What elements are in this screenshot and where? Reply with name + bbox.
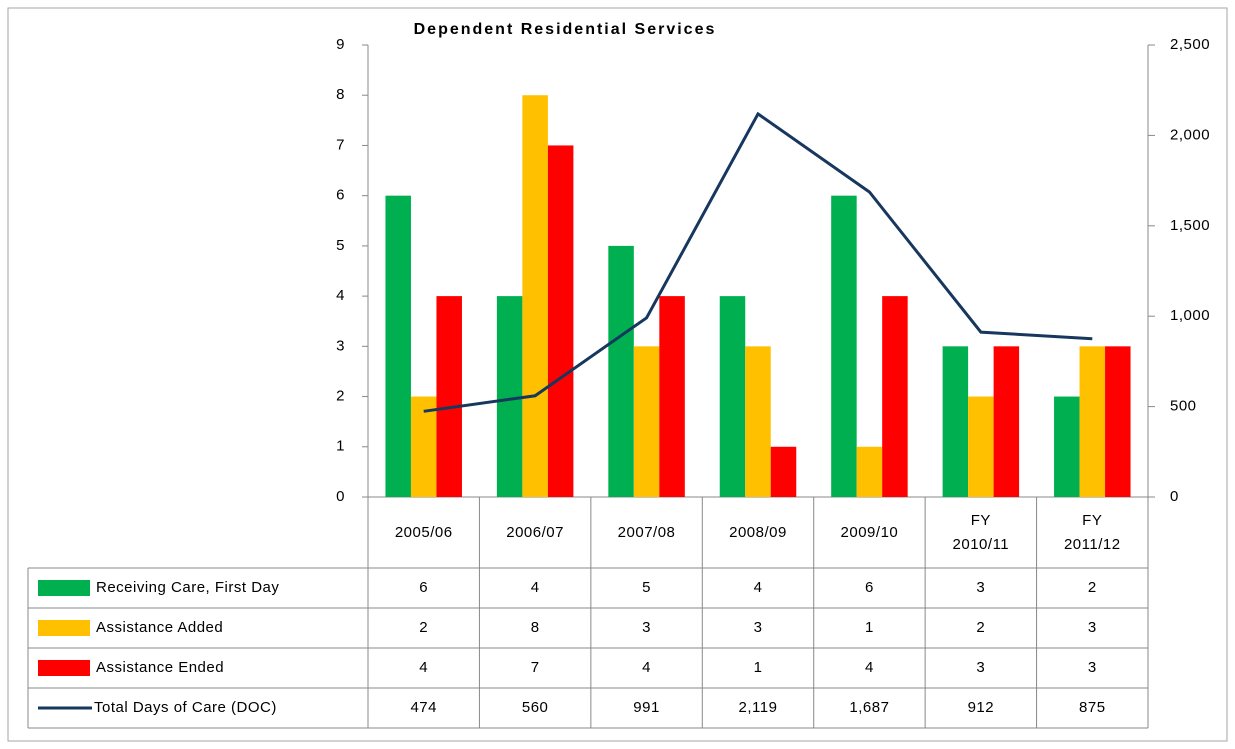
bar xyxy=(522,95,548,497)
x-tick-label: 2008/09 xyxy=(702,497,813,568)
table-value: 1,687 xyxy=(849,699,889,716)
y-tick-label: 8 xyxy=(336,86,345,103)
category: 2006/07 xyxy=(506,523,564,541)
bar xyxy=(410,396,437,497)
table-value: 5 xyxy=(642,579,651,596)
bar xyxy=(1079,346,1106,497)
y-tick-label: 2 xyxy=(336,388,345,405)
y-tick-label: 3 xyxy=(336,337,345,354)
x-tick-label: FY 2010/11 xyxy=(925,497,1036,568)
category: 2007/08 xyxy=(617,523,676,541)
table-value: 6 xyxy=(865,579,874,596)
table-value: 4 xyxy=(754,579,763,596)
legend-label: Total Days of Care (DOC) xyxy=(94,699,277,716)
bar xyxy=(831,195,857,497)
table-value: 3 xyxy=(754,619,763,636)
table-value: 2,119 xyxy=(739,699,778,716)
y-tick-label: 1 xyxy=(336,438,345,455)
bar xyxy=(968,396,994,497)
table-value: 2 xyxy=(419,619,428,636)
bar xyxy=(745,346,771,497)
category: 2008/09 xyxy=(729,523,787,541)
category: FY 2010/11 xyxy=(952,511,1010,553)
table-value: 875 xyxy=(1079,699,1106,716)
bar xyxy=(1105,346,1131,497)
table-value: 8 xyxy=(531,619,540,636)
y2-tick-label: 500 xyxy=(1170,398,1197,415)
line xyxy=(423,111,1093,413)
table-value: 474 xyxy=(410,699,437,716)
table-value: 3 xyxy=(1088,659,1097,676)
legend-label: Receiving Care, First Day xyxy=(96,579,279,596)
y-tick-label: 6 xyxy=(336,187,345,204)
category: 2009/10 xyxy=(840,523,899,541)
chart-title: Dependent Residential Services xyxy=(414,21,717,38)
table-value: 560 xyxy=(522,699,549,716)
table-value: 991 xyxy=(633,699,660,716)
bar xyxy=(633,346,660,497)
y-tick-label: 4 xyxy=(336,287,345,304)
bar xyxy=(385,195,411,497)
table-value: 2 xyxy=(976,619,985,636)
y2-tick-label: 0 xyxy=(1170,488,1179,505)
legend-label: Assistance Added xyxy=(96,619,223,636)
y2-tick-label: 1,500 xyxy=(1170,217,1210,234)
bar xyxy=(942,346,969,497)
category: FY 2011/12 xyxy=(1063,511,1121,553)
y2-tick-label: 2,500 xyxy=(1170,36,1210,53)
table-value: 912 xyxy=(968,699,995,716)
x-tick-label: FY 2011/12 xyxy=(1037,497,1148,568)
table-value: 1 xyxy=(865,619,874,636)
table-value: 1 xyxy=(754,659,763,676)
table-value: 4 xyxy=(642,659,651,676)
bar xyxy=(882,296,908,497)
x-tick-label: 2005/06 xyxy=(368,497,479,568)
legend-key xyxy=(38,660,90,676)
bar xyxy=(993,346,1020,497)
bar xyxy=(547,145,574,497)
bar xyxy=(436,296,462,497)
y2-tick-label: 2,000 xyxy=(1170,126,1210,143)
bar xyxy=(1054,396,1080,497)
table-value: 7 xyxy=(531,659,540,676)
table-value: 3 xyxy=(976,579,985,596)
bar xyxy=(719,296,746,497)
category: 2005/06 xyxy=(394,523,453,541)
x-tick-label: 2009/10 xyxy=(814,497,925,568)
x-tick-label: 2006/07 xyxy=(479,497,590,568)
bar xyxy=(496,296,523,497)
table-value: 3 xyxy=(976,659,985,676)
legend-label: Assistance Ended xyxy=(96,659,224,676)
y-tick-label: 0 xyxy=(336,488,345,505)
table-value: 3 xyxy=(642,619,651,636)
bar xyxy=(608,245,634,497)
table-value: 6 xyxy=(419,579,428,596)
table-value: 4 xyxy=(419,659,428,676)
y-tick-label: 5 xyxy=(336,237,345,254)
x-tick-label: 2007/08 xyxy=(591,497,702,568)
table-value: 4 xyxy=(531,579,540,596)
table-value: 2 xyxy=(1088,579,1097,596)
bar xyxy=(770,446,797,497)
table-value: 3 xyxy=(1088,619,1097,636)
y-tick-label: 9 xyxy=(336,36,345,53)
y2-tick-label: 1,000 xyxy=(1170,307,1210,324)
legend-key xyxy=(38,620,90,636)
y-tick-label: 7 xyxy=(336,136,345,153)
legend-key xyxy=(38,580,90,596)
table-value: 4 xyxy=(865,659,874,676)
bar xyxy=(659,296,685,497)
bar xyxy=(856,446,883,497)
